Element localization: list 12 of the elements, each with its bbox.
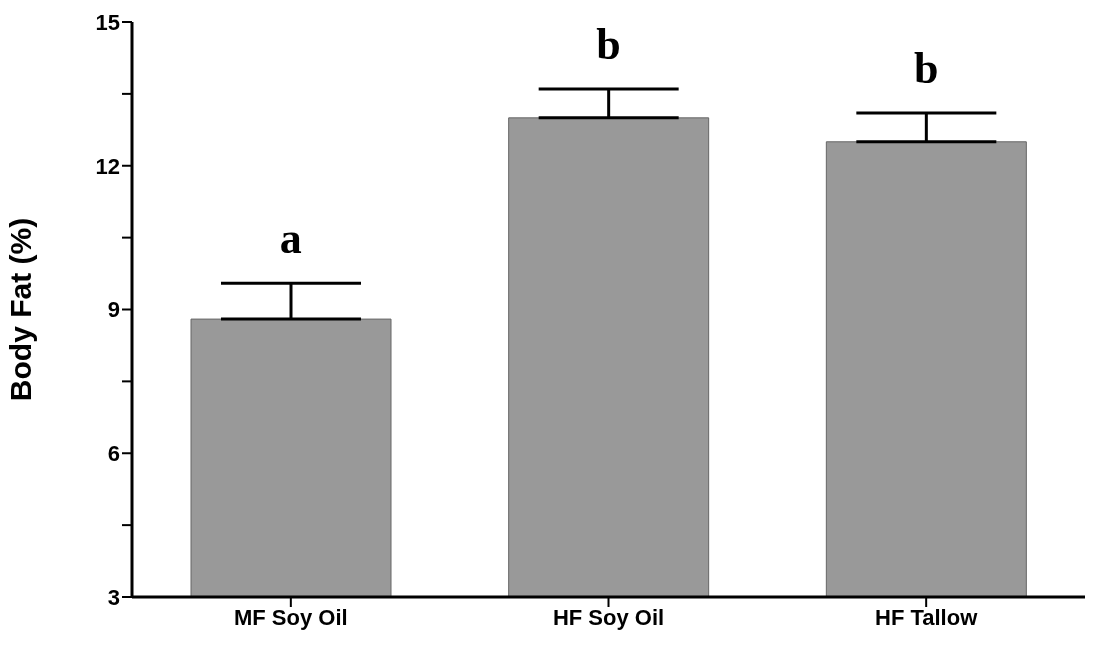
- y-tick-label: 12: [95, 153, 120, 179]
- y-tick-label: 3: [107, 584, 120, 610]
- x-tick-label: HF Soy Oil: [552, 604, 665, 630]
- x-tick-label: HF Tallow: [875, 604, 979, 630]
- y-tick-label: 9: [107, 297, 120, 323]
- y-tick-label: 15: [95, 9, 120, 35]
- y-axis-title: Body Fat (%): [3, 217, 37, 402]
- annotation: a: [279, 214, 302, 264]
- y-tick-label: 6: [107, 441, 120, 467]
- annotation: b: [913, 44, 939, 94]
- annotation: b: [596, 20, 621, 70]
- x-tick-label: MF Soy Oil: [233, 604, 348, 630]
